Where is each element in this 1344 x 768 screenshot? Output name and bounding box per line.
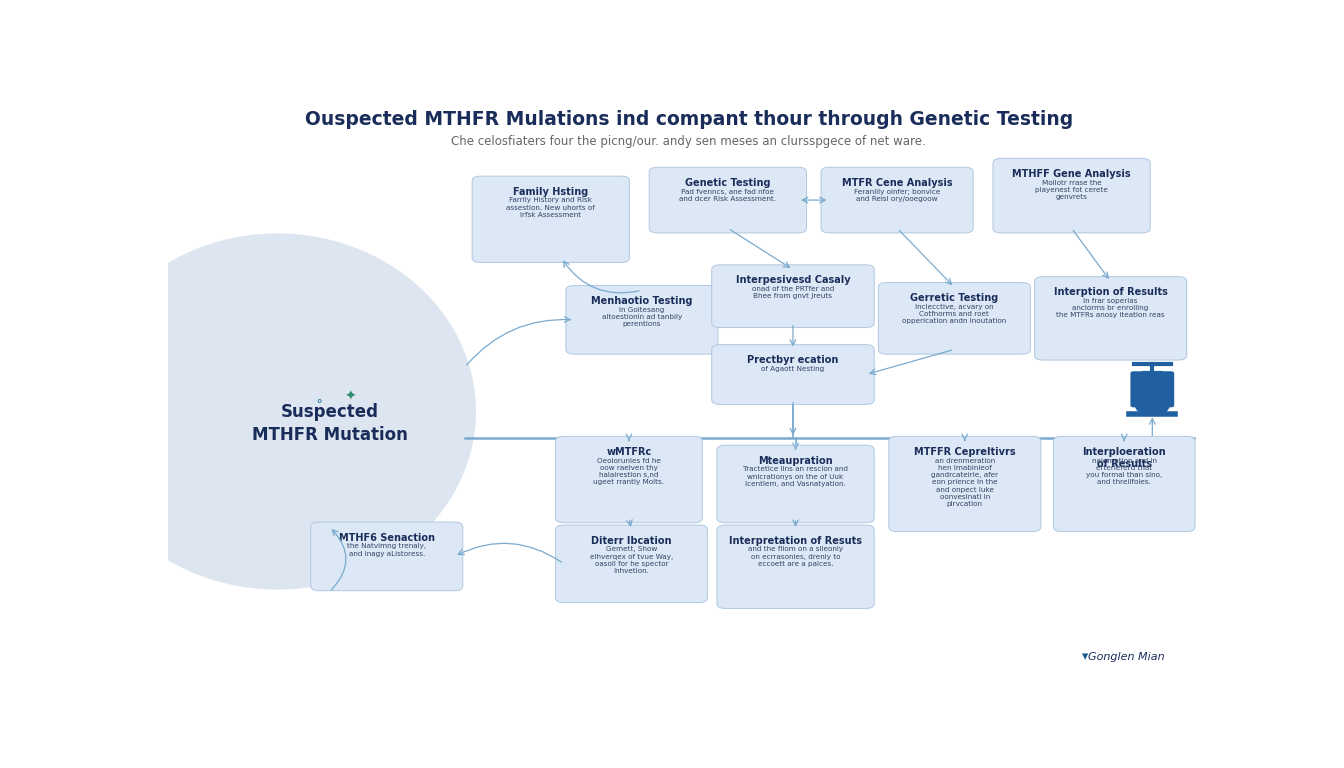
Text: Tractetlce lins an rescion and
wnlcrationys on the of Uuk
Icentlem, and Vasnatya: Tractetlce lins an rescion and wnlcratio… — [743, 466, 848, 487]
Text: nalemation and in
erterlererd that
you formal than sino,
and threilfoles.: nalemation and in erterlererd that you f… — [1086, 458, 1163, 485]
Text: wMTFRc: wMTFRc — [606, 447, 652, 457]
Text: Diterr lbcation: Diterr lbcation — [591, 536, 672, 546]
FancyBboxPatch shape — [1035, 276, 1187, 360]
FancyBboxPatch shape — [555, 436, 703, 523]
Text: Prectbyr ecation: Prectbyr ecation — [747, 356, 839, 366]
Text: Interpesivesd Casaly: Interpesivesd Casaly — [735, 276, 851, 286]
Text: ⚬: ⚬ — [314, 398, 324, 408]
Text: Mollotr rrase the
playenest fot cerete
genvrets: Mollotr rrase the playenest fot cerete g… — [1035, 180, 1107, 200]
Text: Pad fvenncs, ane fad nfoe
and dcer Risk Assessment.: Pad fvenncs, ane fad nfoe and dcer Risk … — [679, 189, 777, 202]
Text: Oeolorunles fd he
oow raelven thy
halairestion s,nd
ugeet rrantly Molts.: Oeolorunles fd he oow raelven thy halair… — [594, 458, 664, 485]
FancyBboxPatch shape — [649, 167, 806, 233]
FancyBboxPatch shape — [472, 176, 629, 263]
Text: Mteaupration: Mteaupration — [758, 456, 833, 466]
Text: the Natvimng trenaly,
and inagy aListoress.: the Natvimng trenaly, and inagy aListore… — [347, 544, 426, 557]
FancyBboxPatch shape — [716, 525, 874, 608]
Text: Ouspected MTHFR Mulations ind compant thour through Genetic Testing: Ouspected MTHFR Mulations ind compant th… — [305, 110, 1073, 129]
Text: Feranlily oinfer; bonvice
and Reisl ory/ooegoow: Feranlily oinfer; bonvice and Reisl ory/… — [853, 189, 941, 202]
FancyBboxPatch shape — [1054, 436, 1195, 531]
Text: of Agaott Nesting: of Agaott Nesting — [761, 366, 825, 372]
Text: Suspected
MTHFR Mutation: Suspected MTHFR Mutation — [251, 402, 407, 444]
Text: MTFR Cene Analysis: MTFR Cene Analysis — [841, 178, 953, 188]
Text: in Goitesang
altoestionin ad tanbily
perentions: in Goitesang altoestionin ad tanbily per… — [602, 307, 681, 327]
Text: Che celosfiaters four the picng/our. andy sen meses an clursspgece of net ware.: Che celosfiaters four the picng/our. and… — [452, 134, 926, 147]
Text: In frar soperlas
anclorms br enrolling
the MTFRs anosy iteation reas: In frar soperlas anclorms br enrolling t… — [1056, 298, 1165, 319]
Text: onad of the PRTfer and
Bhee from gnvt Jreuts: onad of the PRTfer and Bhee from gnvt Jr… — [751, 286, 835, 300]
Text: an drenmeration
hen Imabinleof
gandrcateirie, afer
eon prience in the
and onpect: an drenmeration hen Imabinleof gandrcate… — [931, 458, 999, 507]
FancyBboxPatch shape — [712, 265, 874, 327]
Text: ✦: ✦ — [344, 389, 356, 404]
FancyBboxPatch shape — [310, 522, 462, 591]
Circle shape — [1136, 396, 1169, 415]
FancyBboxPatch shape — [879, 283, 1031, 354]
Text: Menhaotio Testing: Menhaotio Testing — [591, 296, 692, 306]
Text: Gemett, Show
elhverqex of tvue Way,
oasoll for he spector
Inhvetion.: Gemett, Show elhverqex of tvue Way, oaso… — [590, 546, 673, 574]
Text: Family Hsting: Family Hsting — [513, 187, 589, 197]
FancyBboxPatch shape — [716, 445, 874, 523]
Text: MTHF6 Senaction: MTHF6 Senaction — [339, 533, 434, 543]
Text: Interption of Results: Interption of Results — [1054, 287, 1168, 297]
Text: Interpretation of Resuts: Interpretation of Resuts — [728, 536, 862, 546]
FancyBboxPatch shape — [712, 345, 874, 405]
Text: MTHFF Gene Analysis: MTHFF Gene Analysis — [1012, 169, 1130, 179]
Text: Inclecctive, acvary on
Cotfnorms and roet
opperication andn inoutation: Inclecctive, acvary on Cotfnorms and roe… — [902, 304, 1007, 324]
Text: Interploeration
of Results: Interploeration of Results — [1082, 447, 1167, 468]
Text: Gerretic Testing: Gerretic Testing — [910, 293, 999, 303]
Text: ▾: ▾ — [1082, 650, 1087, 664]
FancyBboxPatch shape — [1130, 371, 1175, 407]
Text: Genetic Testing: Genetic Testing — [685, 178, 770, 188]
FancyBboxPatch shape — [993, 158, 1150, 233]
FancyBboxPatch shape — [888, 436, 1040, 531]
FancyBboxPatch shape — [821, 167, 973, 233]
Text: MTFFR Cepreltivrs: MTFFR Cepreltivrs — [914, 447, 1016, 457]
Ellipse shape — [79, 234, 476, 589]
Text: Gonglen Mian: Gonglen Mian — [1087, 652, 1165, 662]
FancyBboxPatch shape — [566, 286, 718, 354]
Text: and the fliom on a sileonly
on ecrrasonies, drenly to
eccoett are a palces.: and the fliom on a sileonly on ecrrasoni… — [749, 546, 843, 567]
Text: Farrily History and Risk
assestion. New uhorts of
irfsk Assessment: Farrily History and Risk assestion. New … — [507, 197, 595, 218]
FancyBboxPatch shape — [555, 525, 707, 603]
